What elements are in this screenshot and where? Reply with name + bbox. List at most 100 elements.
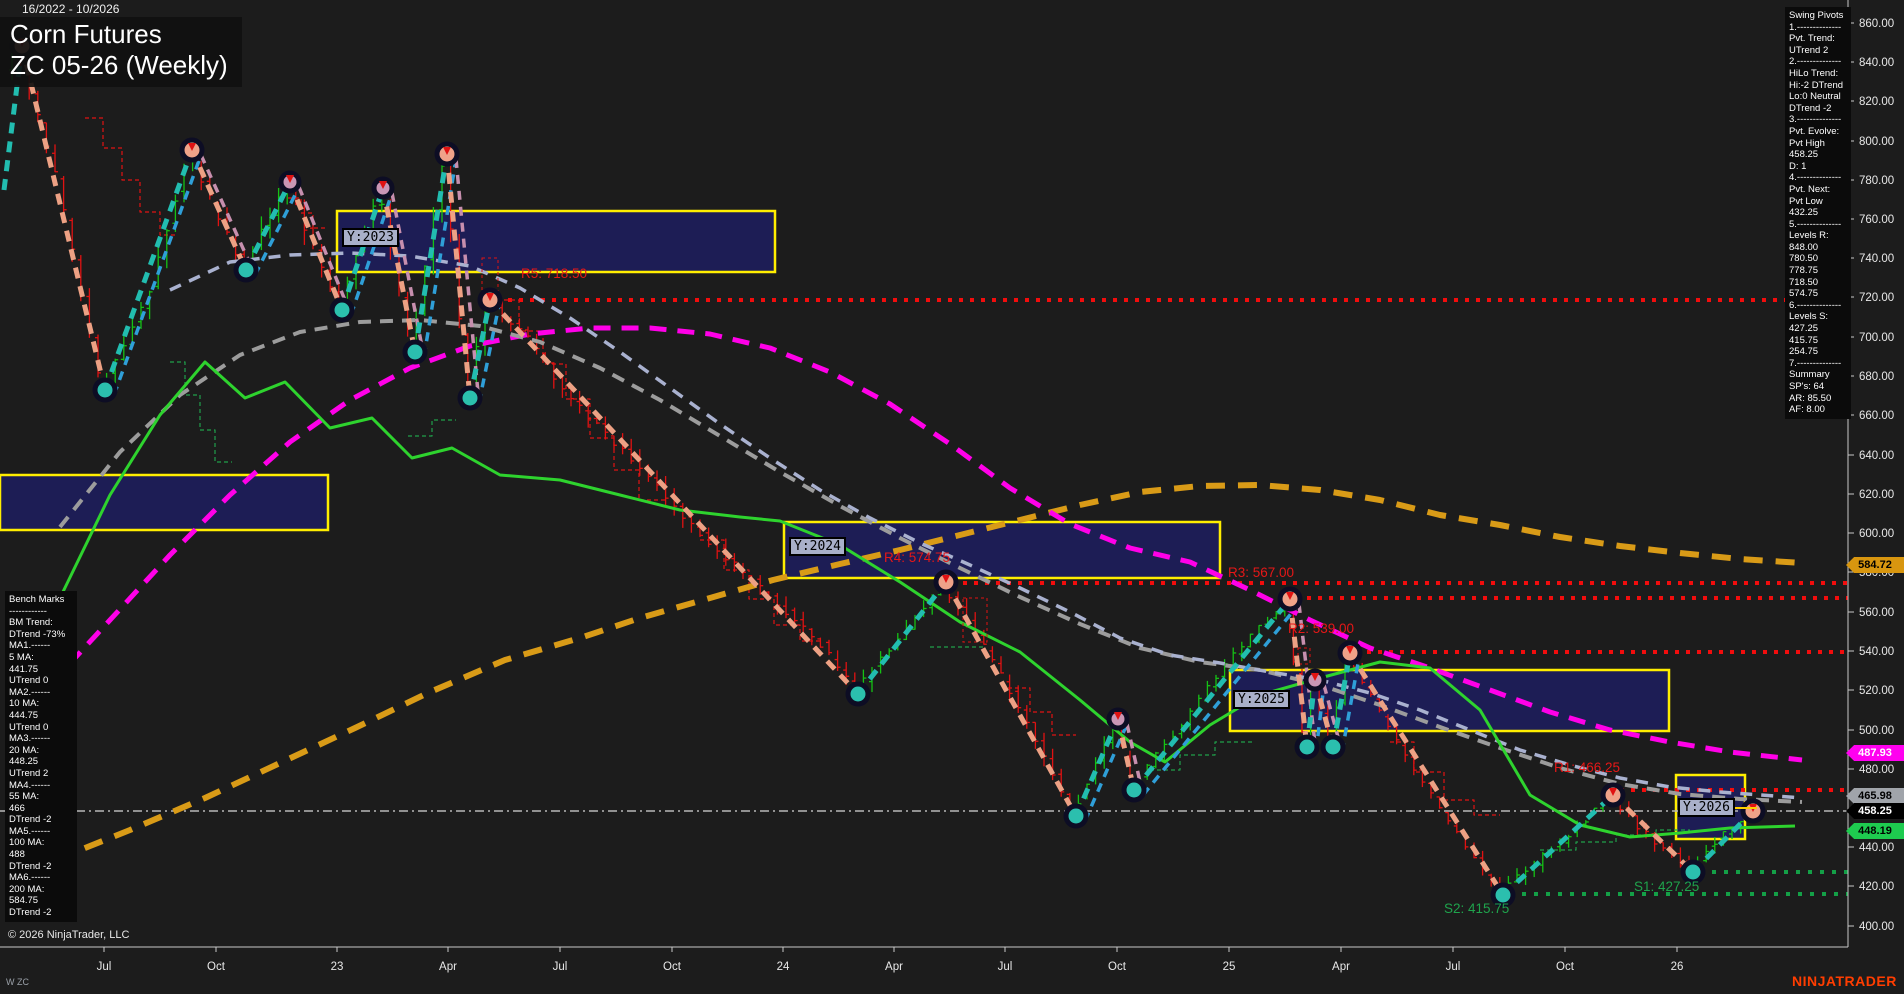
price-axis-label: 740.00: [1859, 253, 1894, 265]
panel-line: 718.50: [1789, 276, 1819, 288]
panel-line: 448.25: [9, 756, 39, 768]
panel-line: HiLo Trend:: [1789, 67, 1839, 79]
price-axis-badge: 465.98: [1846, 788, 1904, 804]
zigzag-secondary-segment: [253, 186, 301, 276]
zigzag-secondary-segment: [1083, 723, 1129, 822]
panel-line: 4.--------------: [1789, 172, 1842, 184]
price-axis-label: 600.00: [1859, 528, 1894, 540]
price-axis-label: 440.00: [1859, 842, 1894, 854]
zigzag-segment: [1073, 718, 1121, 817]
zigzag-segment: [444, 153, 473, 399]
panel-line: AF: 8.00: [1789, 404, 1825, 416]
time-axis-label: Oct: [1108, 961, 1127, 973]
zigzag-segment: [943, 580, 1079, 818]
panel-line: 254.75: [1789, 346, 1819, 358]
copyright-label: © 2026 NinjaTrader, LLC: [8, 929, 130, 941]
hilo-step-line: [497, 299, 668, 501]
panel-line: D: 1: [1789, 160, 1807, 172]
panel-line: Swing Pivots: [1789, 10, 1844, 21]
zigzag-secondary-segment: [297, 186, 353, 316]
zigzag-secondary-segment: [390, 192, 426, 358]
zigzag-segment: [287, 181, 345, 311]
zigzag-segment: [1347, 651, 1506, 897]
panel-line: 466: [9, 802, 25, 814]
pivot-marker-low: [1294, 734, 1320, 760]
panel-line: 488: [9, 849, 25, 861]
pivot-marker-low: [457, 385, 483, 411]
panel-line: Levels S:: [1789, 311, 1829, 323]
panel-line: Pvt. Trend:: [1789, 33, 1835, 45]
panel-line: Pvt. Evolve:: [1789, 125, 1840, 137]
pivot-marker-minor-high: [371, 176, 395, 200]
panel-line: 5 MA:: [9, 651, 34, 663]
zigzag-segment: [102, 149, 195, 391]
panel-line: MA4.------: [9, 779, 51, 791]
zigzag-segment: [1501, 793, 1615, 897]
year-range-box: [0, 473, 330, 532]
panel-line: MA6.------: [9, 872, 51, 884]
bench-marks-panel: Bench Marks ------------ BM Trend: DTrend -…: [5, 591, 77, 922]
panel-line: 574.75: [1789, 288, 1819, 300]
support-label-s1: S1: 427.25: [1634, 879, 1700, 894]
zigzag-segment: [189, 148, 249, 272]
time-axis-label: Jul: [97, 961, 112, 973]
price-axis-label: 540.00: [1859, 646, 1894, 658]
panel-line: 415.75: [1789, 334, 1819, 346]
ma-line-55-ma: [58, 318, 1803, 804]
panel-line: MA5.------: [9, 825, 51, 837]
pattern-box: [962, 597, 988, 643]
pivot-marker-low: [402, 339, 428, 365]
panel-line: 20 MA:: [9, 744, 40, 756]
time-axis-label: Apr: [439, 961, 457, 973]
panel-line: 10 MA:: [9, 698, 40, 710]
time-axis-label: Jul: [553, 961, 568, 973]
panel-line: 778.75: [1789, 265, 1819, 277]
pivot-marker-high: [1740, 798, 1766, 824]
panel-line: UTrend 2: [1789, 44, 1829, 56]
zigzag-segment: [412, 153, 450, 353]
price-axis-label: 640.00: [1859, 450, 1894, 462]
year-range-box: [335, 209, 777, 274]
zigzag-secondary-segment: [1314, 684, 1326, 753]
price-axis-label: 660.00: [1859, 410, 1894, 422]
hilo-step-line: [85, 117, 178, 236]
price-axis-label: 860.00: [1859, 18, 1894, 30]
price-axis-label: 720.00: [1859, 292, 1894, 304]
pivot-marker-low: [92, 377, 118, 403]
zigzag-segment: [488, 298, 860, 696]
zigzag-segment: [339, 187, 386, 311]
hilo-step-line: [288, 197, 326, 229]
price-axis-label: 420.00: [1859, 881, 1894, 893]
pivot-marker-low: [1121, 777, 1147, 803]
time-axis-label: Apr: [885, 961, 903, 973]
pivot-marker-low: [1490, 882, 1516, 908]
price-axis-label: 500.00: [1859, 725, 1894, 737]
panel-line: 780.50: [1789, 253, 1819, 265]
panel-line: 200 MA:: [9, 883, 45, 895]
pivot-marker-low: [1320, 734, 1346, 760]
hilo-step-line: [1390, 741, 1500, 816]
year-box-label: Y:2026: [1678, 798, 1735, 817]
swing-pivots-panel: Swing Pivots 1.-------------- Pvt. Trend: U…: [1785, 7, 1851, 419]
panel-line: SP's: 64: [1789, 381, 1825, 392]
pivot-marker-low: [1680, 859, 1706, 885]
resistance-label-r5: R5: 718.50: [521, 266, 588, 281]
panel-line: UTrend 0: [9, 721, 49, 733]
panel-line: Pvt. Next:: [1789, 183, 1831, 195]
pivot-marker-minor-high: [1303, 668, 1327, 692]
panel-line: BM Trend:: [9, 617, 53, 629]
pivot-marker-high: [477, 287, 503, 313]
pivot-marker-low: [329, 297, 355, 323]
year-box-label: Y:2024: [789, 537, 846, 556]
price-axis-badge: 448.19: [1846, 823, 1904, 839]
price-axis-label: 820.00: [1859, 96, 1894, 108]
hilo-step-line: [170, 361, 232, 463]
ma-line-20-ma: [6, 360, 1796, 839]
price-axis-label: 520.00: [1859, 685, 1894, 697]
price-axis-label: 480.00: [1859, 764, 1894, 776]
zigzag-secondary-segment: [349, 192, 394, 316]
panel-line: Lo:0 Neutral: [1789, 91, 1841, 103]
price-axis-label: 760.00: [1859, 214, 1894, 226]
